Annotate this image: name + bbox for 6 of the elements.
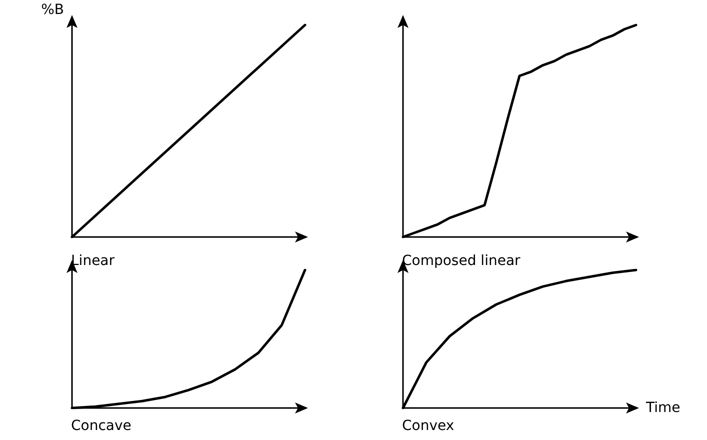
text: Convex	[402, 418, 454, 434]
text: Composed linear	[402, 253, 521, 269]
text: Concave	[71, 418, 132, 434]
y-axis-title: %B	[41, 2, 64, 18]
x-axis-title: Time	[645, 400, 680, 416]
text: Linear	[71, 253, 115, 269]
